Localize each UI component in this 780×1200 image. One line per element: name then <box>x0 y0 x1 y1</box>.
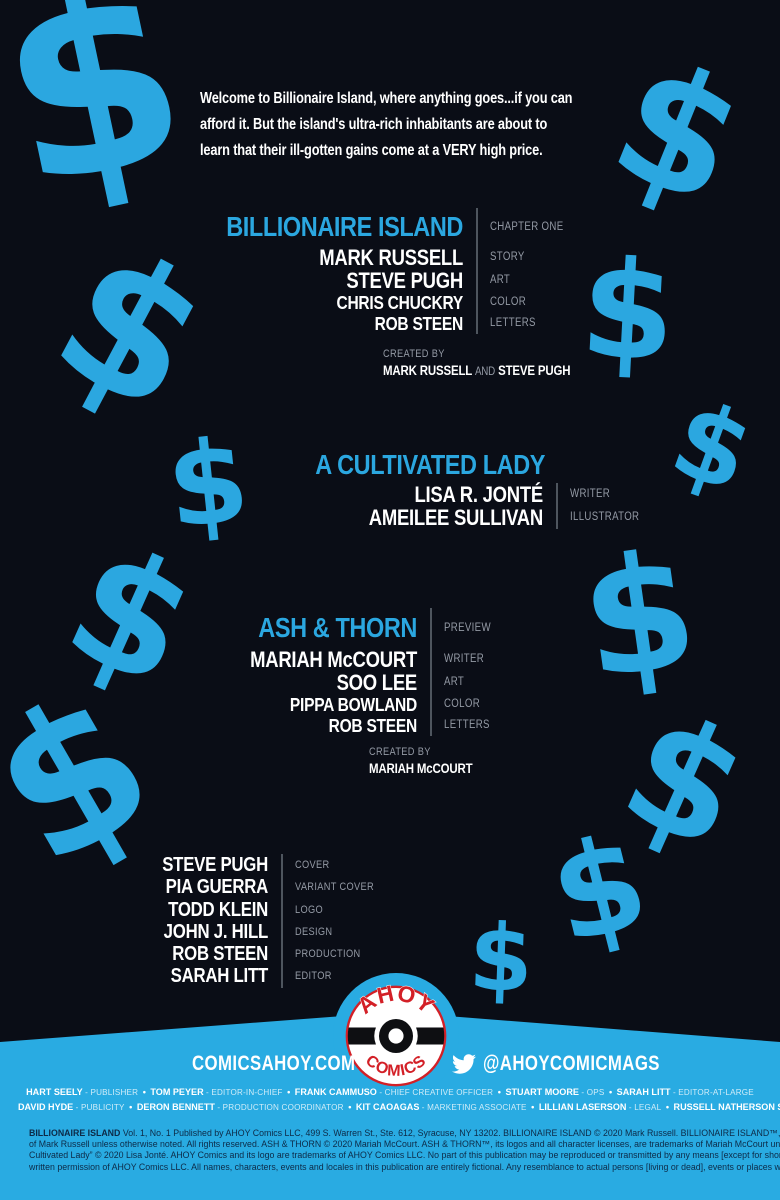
credit-name: TODD KLEIN <box>168 898 268 921</box>
credit-name: ROB STEEN <box>172 943 268 966</box>
credit-name: PIA GUERRA <box>165 876 269 899</box>
credit-role: ART <box>490 274 511 286</box>
section-billionaire-island: BILLIONAIRE ISLAND MARK RUSSELL STEVE PUGH… <box>0 208 577 334</box>
credit-names-column: ASH & THORN MARIAH McCOURT SOO LEE PIPPA BO… <box>0 608 430 736</box>
credit-roles-column: PREVIEW WRITER ART COLOR LETTERS <box>430 608 500 736</box>
section-title: ASH & THORN <box>258 612 417 643</box>
credit-name: CHRIS CHUCKRY <box>336 292 463 313</box>
credit-role: WRITER <box>570 488 611 500</box>
credit-name: AMEILEE SULLIVAN <box>368 505 544 530</box>
credit-role: COLOR <box>490 296 527 308</box>
credit-role: LETTERS <box>444 719 490 731</box>
credit-role: COLOR <box>444 698 481 710</box>
credit-name: LISA R. JONTÉ <box>414 482 544 507</box>
credit-role: STORY <box>490 251 525 263</box>
section-title: BILLIONAIRE ISLAND <box>226 211 463 242</box>
intro-text: Welcome to Billionaire Island, where any… <box>200 90 573 159</box>
credit-role: LETTERS <box>490 317 536 329</box>
legal-text: BILLIONAIRE ISLAND Vol. 1, No. 1 Publish… <box>29 1128 780 1172</box>
staff-credits: HART SEELY - PUBLISHER • TOM PEYER - EDI… <box>18 1087 780 1113</box>
credit-names-column: BILLIONAIRE ISLAND MARK RUSSELL STEVE PUGH… <box>0 208 476 334</box>
credit-roles-column: COVER VARIANT COVER LOGO DESIGN PRODUCTION ED… <box>281 854 389 988</box>
credit-role: EDITOR <box>295 970 332 983</box>
credit-role: PRODUCTION <box>295 948 361 961</box>
credit-name: PIPPA BOWLAND <box>289 694 417 715</box>
dollar-sign: $ <box>570 515 708 716</box>
ahoy-comics-logo: AHOY COMICS <box>344 979 448 1088</box>
credit-name: ROB STEEN <box>374 313 464 334</box>
credit-name: STEVE PUGH <box>346 268 463 293</box>
credit-role: ILLUSTRATOR <box>570 511 640 523</box>
credit-role: DESIGN <box>295 925 333 938</box>
billionaire-island-created-by: CREATED BY MARK RUSSELL AND STEVE PUGH <box>383 348 571 378</box>
credit-name: MARK RUSSELL <box>319 245 463 270</box>
twitter-bird-icon <box>452 1054 476 1074</box>
credit-name: SARAH LITT <box>170 965 269 988</box>
dollar-sign: $ <box>588 22 768 244</box>
dollar-sign: $ <box>0 0 209 245</box>
cultivated-lady-title: A CULTIVATED LADY <box>315 449 546 480</box>
section-ash-thorn: ASH & THORN MARIAH McCOURT SOO LEE PIPPA BO… <box>0 608 500 736</box>
twitter-handle: @AHOYCOMICMAGS <box>483 1052 660 1075</box>
website-link[interactable]: COMICSAHOY.COM <box>192 1052 356 1075</box>
credit-name: ROB STEEN <box>328 715 418 736</box>
ash-thorn-created-by: CREATED BY MARIAH McCOURT <box>369 746 473 776</box>
credit-names-column: STEVE PUGH PIA GUERRA TODD KLEIN JOHN J. HI… <box>0 854 281 988</box>
section-cultivated-lady: LISA R. JONTÉ AMEILEE SULLIVAN WRITER ILLUS… <box>0 483 653 529</box>
dollar-sign: $ <box>467 903 535 1014</box>
credit-role: VARIANT COVER <box>295 881 374 894</box>
credit-role: WRITER <box>444 653 485 665</box>
credit-name: JOHN J. HILL <box>163 920 269 943</box>
credit-name: MARIAH McCOURT <box>250 647 417 672</box>
credit-name: SOO LEE <box>336 670 418 695</box>
credit-role: LOGO <box>295 903 324 916</box>
credit-names-column: LISA R. JONTÉ AMEILEE SULLIVAN <box>0 483 556 529</box>
twitter-handle-link[interactable]: @AHOYCOMICMAGS <box>452 1053 704 1075</box>
credit-name: STEVE PUGH <box>162 854 268 876</box>
credit-roles-column: CHAPTER ONE STORY ART COLOR LETTERS <box>476 208 577 334</box>
dollar-sign: $ <box>656 376 768 517</box>
section-production-credits: STEVE PUGH PIA GUERRA TODD KLEIN JOHN J. HI… <box>0 854 389 988</box>
credit-role: ART <box>444 676 465 688</box>
credit-role: COVER <box>295 859 330 871</box>
credit-roles-column: WRITER ILLUSTRATOR <box>556 483 653 529</box>
